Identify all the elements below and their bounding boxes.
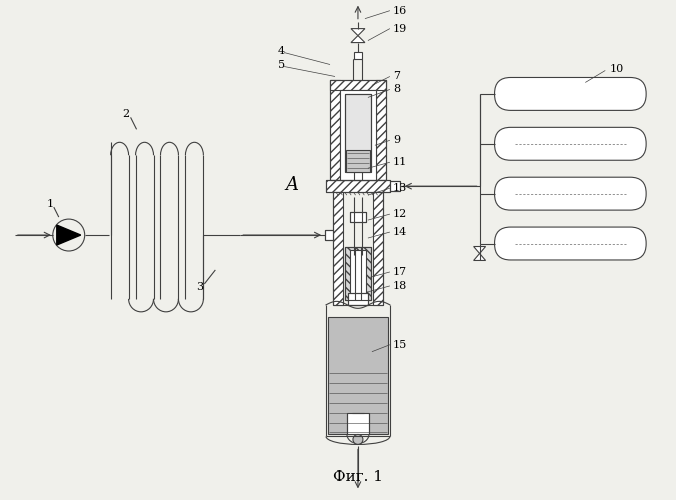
Polygon shape [57, 225, 80, 245]
Bar [345, 247, 371, 300]
Text: 10: 10 [609, 64, 623, 74]
Bar [390, 181, 400, 191]
FancyBboxPatch shape [495, 128, 646, 160]
Polygon shape [351, 36, 365, 43]
FancyBboxPatch shape [495, 177, 646, 210]
Bar [330, 80, 340, 180]
Bar [373, 192, 383, 305]
Text: 15: 15 [393, 340, 407, 349]
Bar [325, 230, 333, 240]
Bar [350, 212, 366, 222]
Text: 18: 18 [393, 281, 407, 291]
Polygon shape [474, 246, 485, 254]
Text: A: A [285, 176, 298, 194]
Bar [347, 412, 369, 434]
Bar [348, 293, 368, 305]
Text: 3: 3 [197, 282, 203, 292]
Text: 9: 9 [393, 136, 400, 145]
Polygon shape [351, 28, 365, 35]
Bar [330, 80, 386, 90]
Text: 12: 12 [393, 209, 407, 219]
Text: 7: 7 [393, 72, 400, 82]
FancyBboxPatch shape [495, 78, 646, 110]
Bar [376, 80, 386, 180]
Text: 19: 19 [393, 24, 407, 34]
Text: 2: 2 [122, 110, 130, 120]
Bar [333, 192, 343, 305]
Bar [346, 150, 370, 172]
Text: 14: 14 [393, 227, 407, 237]
Text: 4: 4 [278, 46, 285, 56]
Bar [354, 52, 362, 59]
Bar [345, 94, 371, 172]
Polygon shape [474, 254, 485, 260]
Text: 11: 11 [393, 157, 407, 167]
Text: Фиг. 1: Фиг. 1 [333, 470, 383, 484]
Bar [328, 317, 388, 434]
Circle shape [353, 434, 363, 444]
Bar [350, 250, 366, 297]
Text: 8: 8 [393, 84, 400, 94]
Text: 17: 17 [393, 267, 407, 277]
FancyBboxPatch shape [495, 227, 646, 260]
Text: 16: 16 [393, 6, 407, 16]
Text: 1: 1 [47, 199, 54, 209]
Bar [326, 180, 390, 192]
Text: 5: 5 [278, 60, 285, 70]
Text: 13: 13 [393, 183, 407, 193]
Bar [340, 90, 376, 180]
